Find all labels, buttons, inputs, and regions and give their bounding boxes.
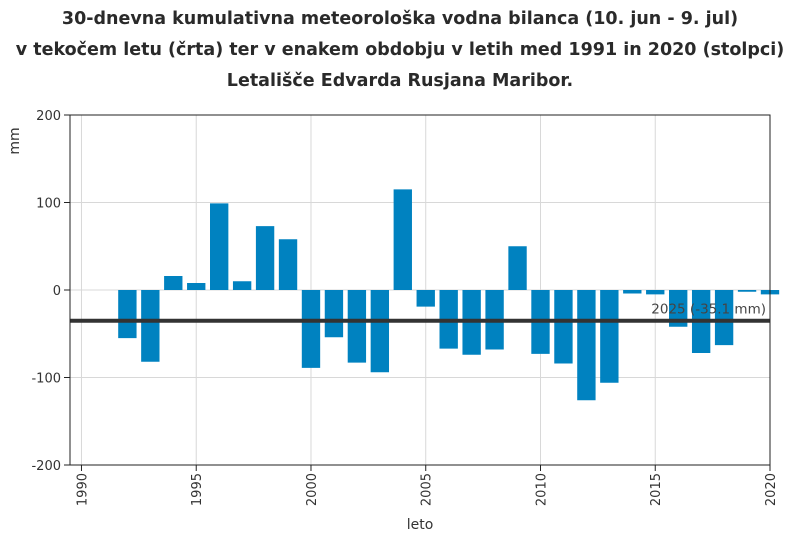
x-tick-label: 2000: [305, 473, 320, 506]
bar-1995[interactable]: [187, 283, 206, 290]
x-tick-label: 1995: [190, 473, 205, 506]
bar-2015[interactable]: [646, 290, 665, 295]
axes-group: -200 -100 0 100 200 1990 1995 2000 2005 2010 2015 2…: [31, 109, 779, 506]
current-year-line-group: 2025 (-35.1 mm): [70, 302, 770, 323]
bar-2019[interactable]: [737, 290, 757, 292]
y-tick-label: -200: [31, 459, 61, 474]
y-tick-label: 200: [36, 109, 61, 124]
bar-1992[interactable]: [118, 290, 137, 339]
y-tick-label: 0: [53, 284, 61, 299]
bar-2013[interactable]: [600, 290, 619, 383]
bar-1998[interactable]: [255, 226, 275, 290]
bar-2002[interactable]: [347, 290, 367, 363]
chart-title-line-2: v tekočem letu (črta) ter v enakem obdob…: [15, 40, 785, 60]
bar-1996[interactable]: [210, 203, 229, 290]
bar-1997[interactable]: [232, 281, 252, 290]
x-tick-label: 2020: [764, 473, 779, 506]
bar-1994[interactable]: [164, 276, 183, 290]
chart-title-line-3: Letališče Edvarda Rusjana Maribor.: [226, 71, 574, 91]
x-tick-label: 2015: [649, 473, 664, 506]
y-tick-label: -100: [31, 372, 61, 387]
bar-2016[interactable]: [669, 290, 688, 327]
chart-title: 30-dnevna kumulativna meteorološka vodna…: [0, 4, 800, 97]
x-axis-label: leto: [407, 517, 434, 533]
bar-2003[interactable]: [370, 290, 390, 373]
bar-2001[interactable]: [324, 290, 344, 338]
bar-2011[interactable]: [554, 290, 573, 364]
bar-2018[interactable]: [714, 290, 734, 346]
bar-2009[interactable]: [508, 246, 527, 290]
bar-2000[interactable]: [301, 290, 321, 368]
bar-1999[interactable]: [278, 239, 298, 290]
y-tick-label: 100: [36, 197, 61, 212]
x-tick-label: 2010: [534, 473, 549, 506]
bars-group: [118, 189, 780, 401]
x-tick-label: 2005: [420, 473, 435, 506]
current-year-line-label: 2025 (-35.1 mm): [651, 302, 766, 318]
bar-2004[interactable]: [393, 189, 412, 290]
x-tick-label: 1990: [75, 473, 90, 506]
y-axis-label: mm: [7, 127, 23, 154]
bar-2014[interactable]: [623, 290, 642, 294]
bar-1993[interactable]: [141, 290, 160, 362]
chart-title-line-1: 30-dnevna kumulativna meteorološka vodna…: [61, 9, 739, 29]
bar-2012[interactable]: [577, 290, 596, 401]
bar-2005[interactable]: [416, 290, 435, 307]
